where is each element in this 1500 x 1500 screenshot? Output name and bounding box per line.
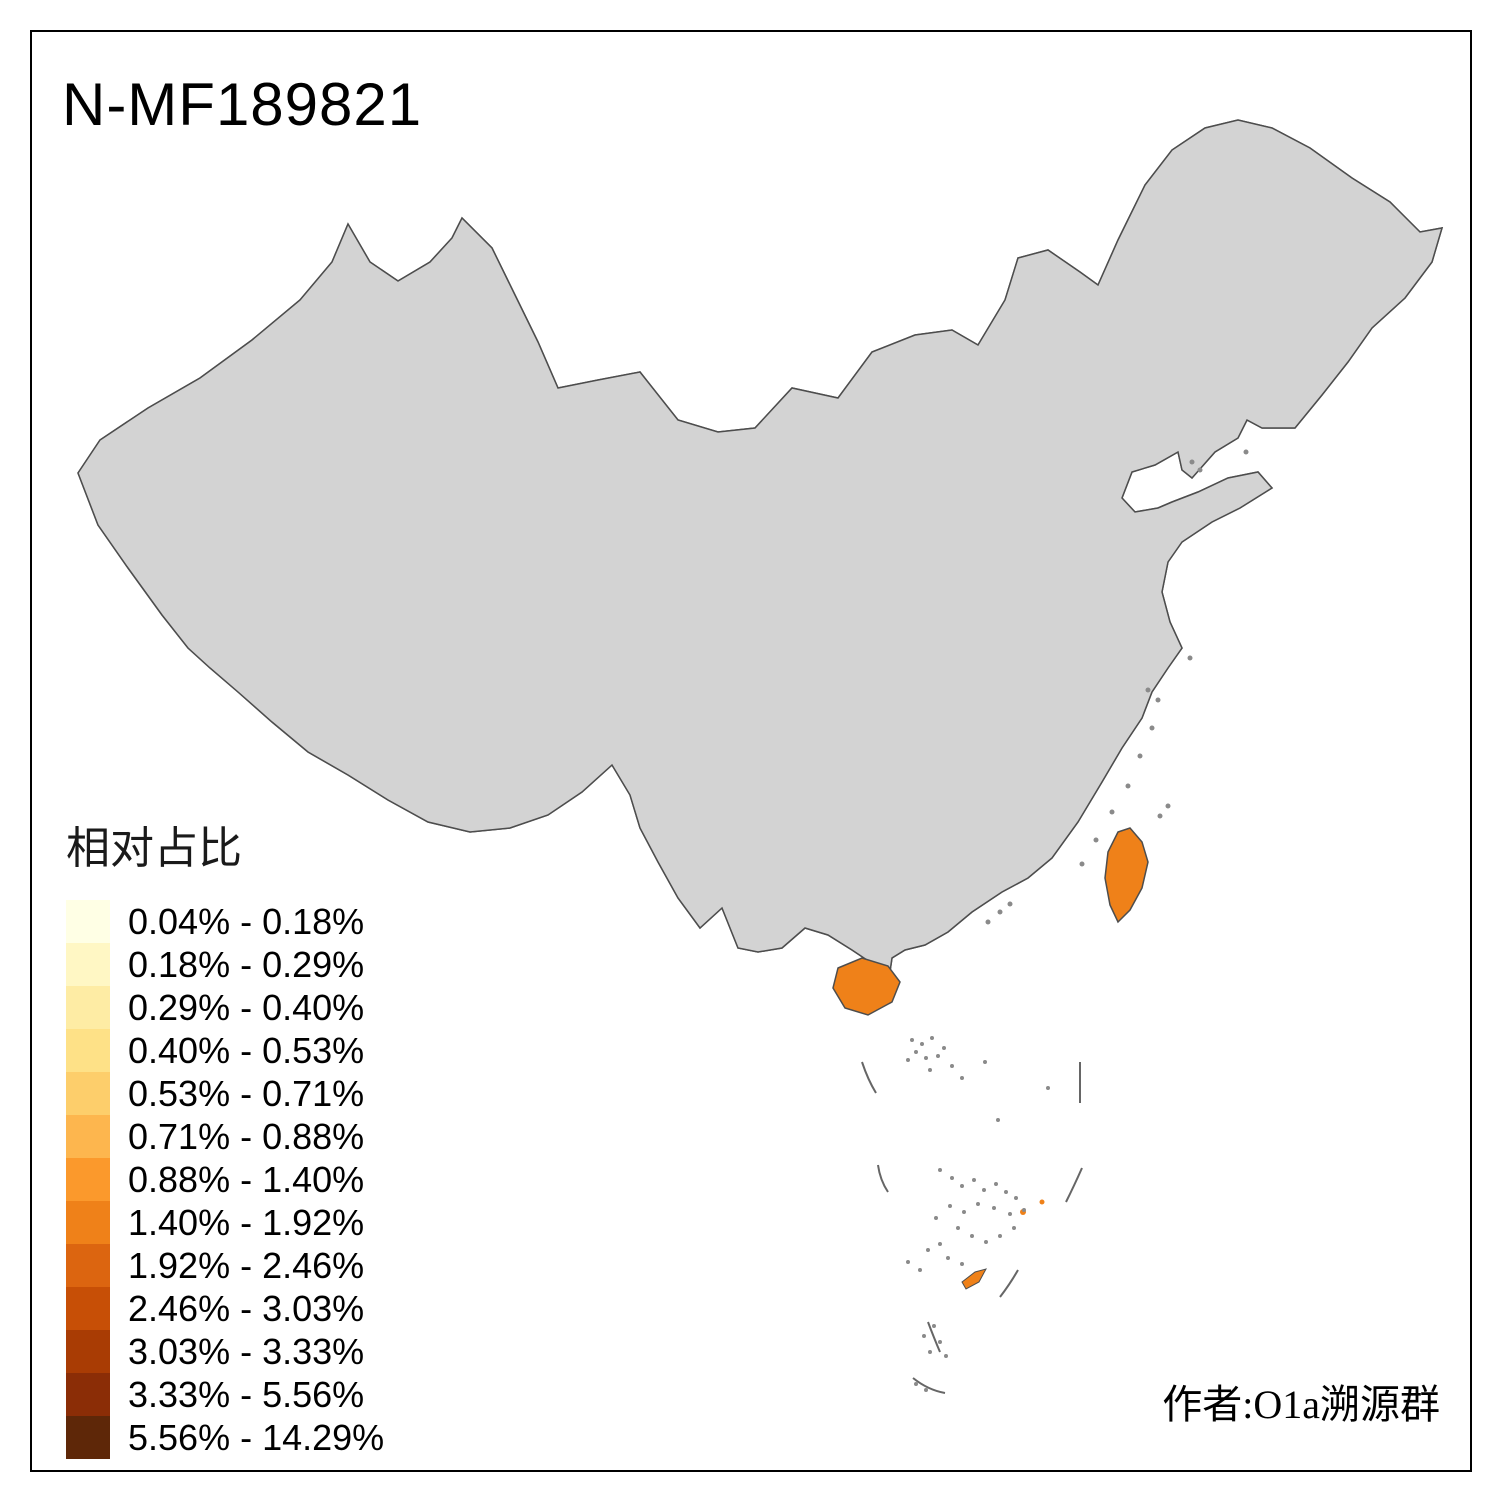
legend-title: 相对占比 [66, 824, 242, 873]
legend-entry: 0.18% - 0.29% [66, 943, 384, 986]
legend-swatch [66, 1029, 110, 1072]
legend-entry-label: 0.29% - 0.40% [128, 986, 365, 1028]
legend-entry-label: 2.46% - 3.03% [128, 1287, 365, 1329]
legend-entry-label: 3.03% - 3.33% [128, 1330, 365, 1372]
legend-entry-label: 5.56% - 14.29% [128, 1416, 385, 1458]
legend-entry-label: 0.04% - 0.18% [128, 900, 365, 942]
page-title: N-MF189821 [62, 71, 423, 138]
legend-entry-label: 1.40% - 1.92% [128, 1201, 365, 1243]
legend-swatch [66, 1158, 110, 1201]
legend-entry-label: 0.53% - 0.71% [128, 1072, 365, 1114]
legend-entry-label: 0.88% - 1.40% [128, 1158, 365, 1200]
legend-swatch [66, 900, 110, 943]
legend-entry-label: 0.18% - 0.29% [128, 943, 365, 985]
legend-entry: 3.03% - 3.33% [66, 1330, 384, 1373]
legend-swatch [66, 986, 110, 1029]
legend-swatch [66, 1115, 110, 1158]
attribution-text: 作者:O1a溯源群 [1162, 1382, 1440, 1427]
legend-entry-label: 1.92% - 2.46% [128, 1244, 365, 1286]
legend-swatch [66, 1244, 110, 1287]
legend-swatch [66, 1330, 110, 1373]
legend-entry: 0.04% - 0.18% [66, 900, 384, 943]
hainan-island [832, 957, 901, 1016]
legend-entry-label: 3.33% - 5.56% [128, 1373, 365, 1415]
legend: 相对占比 0.04% - 0.18% 0.18% - 0.29% 0.29% - 0… [66, 812, 384, 1459]
legend-entry: 1.40% - 1.92% [66, 1201, 384, 1244]
legend-entry: 5.56% - 14.29% [66, 1416, 384, 1459]
dongsha-islet [961, 1268, 987, 1290]
legend-swatch [66, 1072, 110, 1115]
legend-entry-label: 0.71% - 0.88% [128, 1115, 365, 1157]
legend-entry: 0.71% - 0.88% [66, 1115, 384, 1158]
legend-entry: 0.88% - 1.40% [66, 1158, 384, 1201]
taiwan-island [1104, 827, 1149, 924]
legend-swatch [66, 1373, 110, 1416]
legend-entry: 2.46% - 3.03% [66, 1287, 384, 1330]
legend-entry-label: 0.40% - 0.53% [128, 1029, 365, 1071]
nine-dash-lines [861, 1061, 1083, 1394]
legend-swatch [66, 943, 110, 986]
legend-entry: 0.29% - 0.40% [66, 986, 384, 1029]
legend-swatch [66, 1416, 110, 1459]
legend-entry: 0.53% - 0.71% [66, 1072, 384, 1115]
island-specks [906, 449, 1249, 1392]
legend-entry: 3.33% - 5.56% [66, 1373, 384, 1416]
plot-border-frame [30, 30, 1472, 1472]
legend-entries: 0.04% - 0.18% 0.18% - 0.29% 0.29% - 0.40% 0… [66, 900, 384, 1459]
legend-swatch [66, 1287, 110, 1330]
legend-entry: 1.92% - 2.46% [66, 1244, 384, 1287]
legend-entry: 0.40% - 0.53% [66, 1029, 384, 1072]
legend-swatch [66, 1201, 110, 1244]
xisha-islet-2 [1039, 1199, 1045, 1205]
